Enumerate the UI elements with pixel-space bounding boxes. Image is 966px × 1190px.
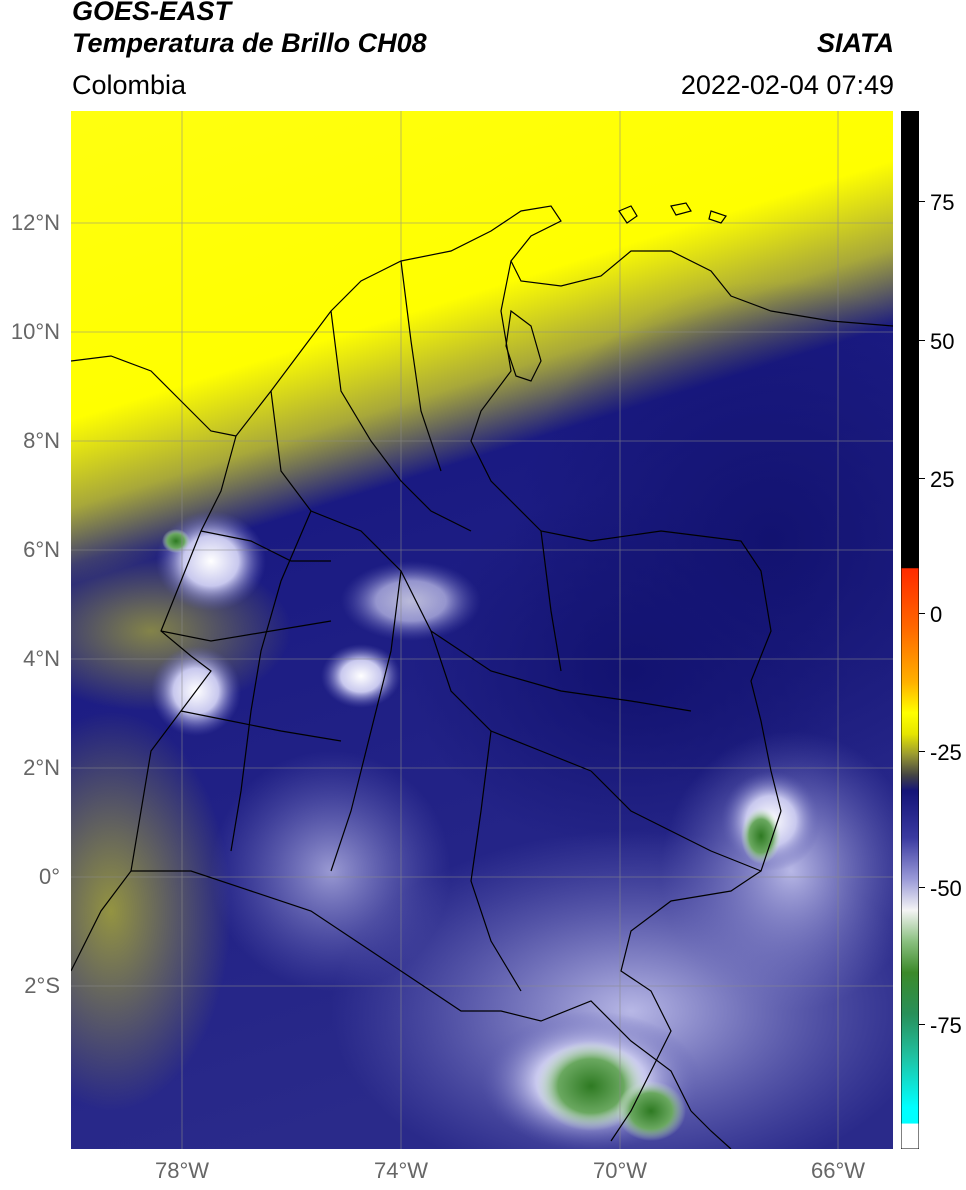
region-label: Colombia <box>72 70 187 100</box>
cbar-tick-25 <box>919 478 925 479</box>
colorbar <box>901 111 919 1149</box>
lat-label-12n: 12°N <box>10 210 60 235</box>
cbar-label-neg25: -25 <box>930 740 962 765</box>
lat-label-8n: 8°N <box>23 428 60 453</box>
cbar-label-50: 50 <box>930 329 955 354</box>
cbar-label-75: 75 <box>930 190 955 215</box>
brand-label: SIATA <box>817 28 894 58</box>
lat-label-0: 0° <box>38 864 60 889</box>
cbar-label-0: 0 <box>930 602 943 627</box>
lon-label-70w: 70°W <box>592 1158 648 1183</box>
title-product: Temperatura de Brillo CH08 <box>72 28 427 58</box>
cbar-label-neg50: -50 <box>930 876 962 901</box>
lat-label-4n: 4°N <box>23 646 60 671</box>
lat-label-2n: 2°N <box>23 755 60 780</box>
cbar-tick-50 <box>919 340 925 341</box>
cbar-tick-neg50 <box>919 887 925 888</box>
lon-label-74w: 74°W <box>373 1158 429 1183</box>
cbar-tick-0 <box>919 613 925 614</box>
lon-label-66w: 66°W <box>810 1158 866 1183</box>
cbar-label-25: 25 <box>930 467 955 492</box>
timestamp-label: 2022-02-04 07:49 <box>680 70 894 100</box>
title-satellite: GOES-EAST <box>72 0 232 26</box>
lat-label-10n: 10°N <box>10 319 60 344</box>
satellite-map <box>71 111 893 1149</box>
lat-label-2s: 2°S <box>24 973 60 998</box>
cbar-tick-neg75 <box>919 1024 925 1025</box>
cbar-label-neg75: -75 <box>930 1013 962 1038</box>
cbar-tick-75 <box>919 201 925 202</box>
cbar-tick-neg25 <box>919 751 925 752</box>
lon-label-78w: 78°W <box>154 1158 210 1183</box>
lat-label-6n: 6°N <box>23 537 60 562</box>
